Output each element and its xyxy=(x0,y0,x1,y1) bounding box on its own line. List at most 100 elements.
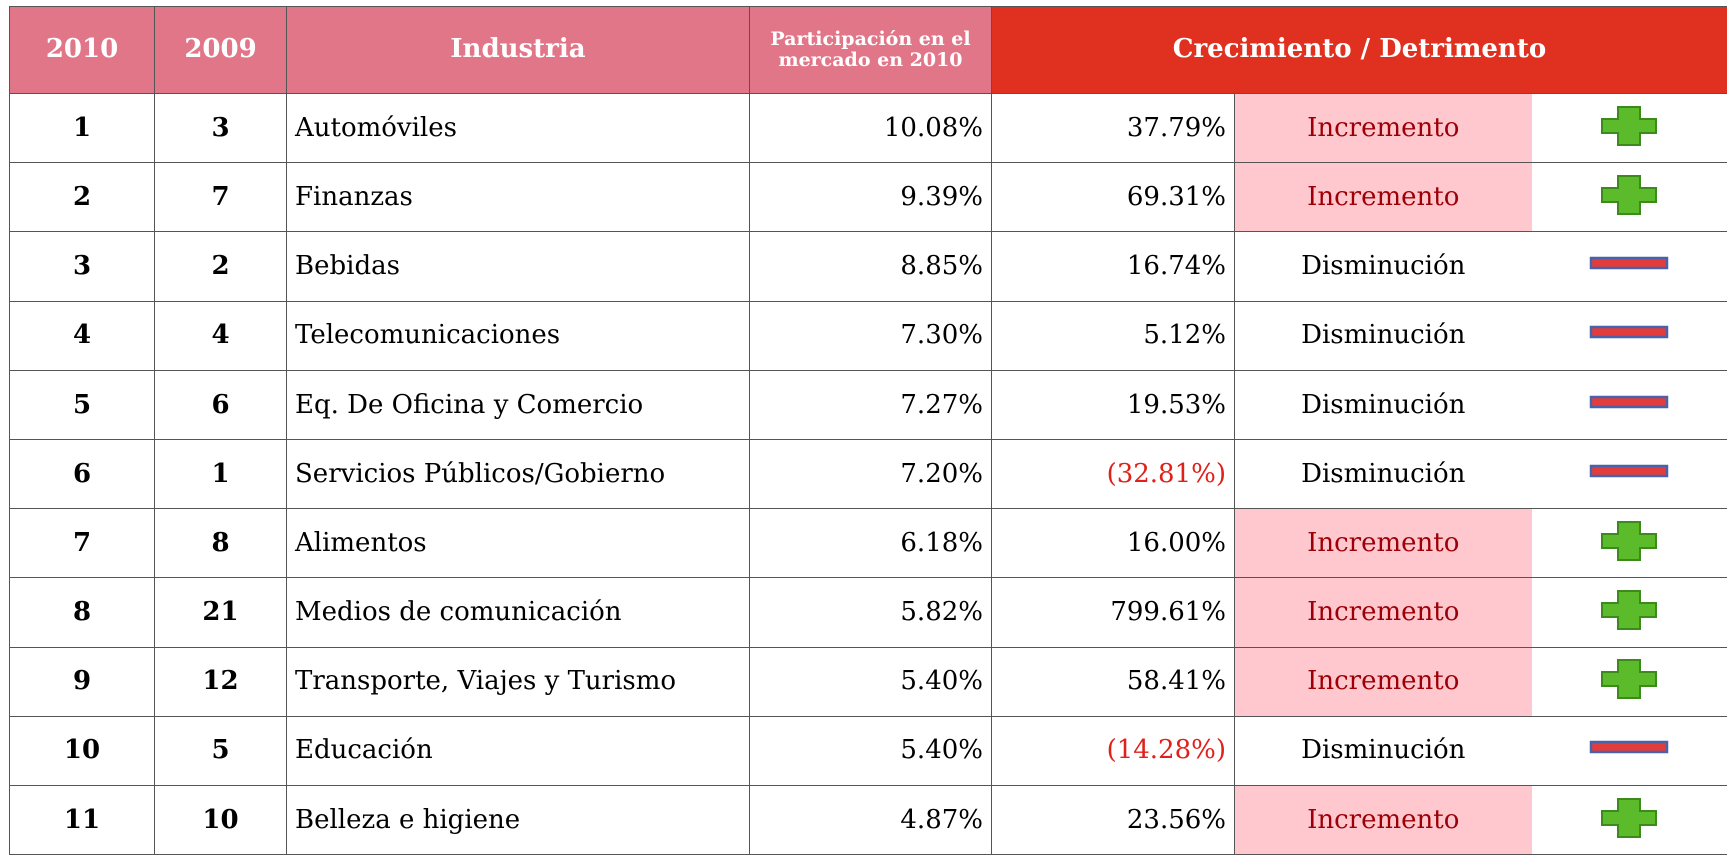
growth: 16.74% xyxy=(992,232,1235,301)
status: Incremento xyxy=(1235,509,1532,578)
minus-shape xyxy=(1591,397,1667,407)
industry: Alimentos xyxy=(287,509,750,578)
plus-shape xyxy=(1602,591,1656,629)
status: Incremento xyxy=(1235,647,1532,716)
icon-cell xyxy=(1532,716,1727,785)
share: 8.85% xyxy=(750,232,992,301)
minus-icon xyxy=(1589,310,1669,354)
rank-2009: 10 xyxy=(155,785,287,854)
rank-2009: 8 xyxy=(155,509,287,578)
icon-cell xyxy=(1532,578,1727,647)
status: Disminución xyxy=(1235,439,1532,508)
share: 5.40% xyxy=(750,647,992,716)
rank-2010: 6 xyxy=(10,439,155,508)
rank-2010: 2 xyxy=(10,163,155,232)
growth: (14.28%) xyxy=(992,716,1235,785)
industry: Automóviles xyxy=(287,94,750,163)
plus-icon xyxy=(1589,103,1669,147)
share: 7.27% xyxy=(750,370,992,439)
industry: Belleza e higiene xyxy=(287,785,750,854)
minus-shape xyxy=(1591,327,1667,337)
plus-icon xyxy=(1589,656,1669,700)
industry: Medios de comunicación xyxy=(287,578,750,647)
growth: 5.12% xyxy=(992,301,1235,370)
rank-2009: 4 xyxy=(155,301,287,370)
growth: 19.53% xyxy=(992,370,1235,439)
industry: Transporte, Viajes y Turismo xyxy=(287,647,750,716)
rank-2010: 7 xyxy=(10,509,155,578)
icon-cell xyxy=(1532,301,1727,370)
share: 7.30% xyxy=(750,301,992,370)
industry: Bebidas xyxy=(287,232,750,301)
status: Disminución xyxy=(1235,716,1532,785)
rank-2009: 2 xyxy=(155,232,287,301)
rank-2010: 11 xyxy=(10,785,155,854)
rank-2009: 5 xyxy=(155,716,287,785)
minus-shape xyxy=(1591,466,1667,476)
icon-cell xyxy=(1532,785,1727,854)
rank-2009: 12 xyxy=(155,647,287,716)
plus-shape xyxy=(1602,107,1656,145)
plus-shape xyxy=(1602,799,1656,837)
header-cell: 2009 xyxy=(155,7,287,94)
rank-2010: 8 xyxy=(10,578,155,647)
plus-icon xyxy=(1589,518,1669,562)
share: 7.20% xyxy=(750,439,992,508)
plus-icon xyxy=(1589,795,1669,839)
rank-2009: 7 xyxy=(155,163,287,232)
minus-shape xyxy=(1591,742,1667,752)
header-row: 2010 2009 Industria Participación en el … xyxy=(10,7,1727,94)
growth: 23.56% xyxy=(992,785,1235,854)
icon-cell xyxy=(1532,232,1727,301)
rank-2010: 1 xyxy=(10,94,155,163)
status: Disminución xyxy=(1235,232,1532,301)
header-cell: 2010 xyxy=(10,7,155,94)
industry: Eq. De Oficina y Comercio xyxy=(287,370,750,439)
growth: 58.41% xyxy=(992,647,1235,716)
plus-shape xyxy=(1602,522,1656,560)
status: Incremento xyxy=(1235,94,1532,163)
share: 5.40% xyxy=(750,716,992,785)
header-cell: Participación en el mercado en 2010 xyxy=(750,7,992,94)
plus-icon xyxy=(1589,172,1669,216)
rank-2009: 21 xyxy=(155,578,287,647)
rank-2010: 5 xyxy=(10,370,155,439)
icon-cell xyxy=(1532,163,1727,232)
minus-icon xyxy=(1589,241,1669,285)
industry: Finanzas xyxy=(287,163,750,232)
industry: Telecomunicaciones xyxy=(287,301,750,370)
status: Incremento xyxy=(1235,578,1532,647)
minus-icon xyxy=(1589,725,1669,769)
minus-icon xyxy=(1589,380,1669,424)
share: 4.87% xyxy=(750,785,992,854)
growth: 69.31% xyxy=(992,163,1235,232)
rank-2010: 9 xyxy=(10,647,155,716)
icon-cell xyxy=(1532,509,1727,578)
industry: Servicios Públicos/Gobierno xyxy=(287,439,750,508)
industry-table: 2010 2009 Industria Participación en el … xyxy=(9,6,1727,855)
icon-cell xyxy=(1532,370,1727,439)
rank-2009: 1 xyxy=(155,439,287,508)
growth: (32.81%) xyxy=(992,439,1235,508)
minus-icon xyxy=(1589,449,1669,493)
rank-2009: 6 xyxy=(155,370,287,439)
plus-shape xyxy=(1602,660,1656,698)
rank-2010: 10 xyxy=(10,716,155,785)
share: 10.08% xyxy=(750,94,992,163)
plus-icon xyxy=(1589,587,1669,631)
status: Disminución xyxy=(1235,301,1532,370)
industry: Educación xyxy=(287,716,750,785)
